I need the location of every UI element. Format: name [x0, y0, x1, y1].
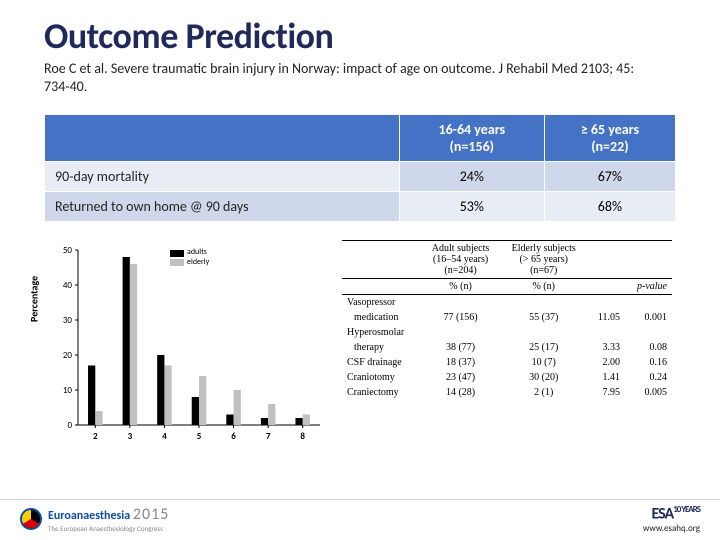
svg-text:5: 5 — [197, 431, 202, 442]
svg-text:4: 4 — [162, 431, 167, 442]
svg-text:30: 30 — [63, 315, 73, 326]
svg-text:10: 10 — [63, 385, 73, 396]
svg-text:0: 0 — [67, 420, 72, 431]
chart-ylabel: Percentage — [28, 276, 41, 322]
citation: Roe C et al. Severe traumatic brain inju… — [0, 58, 720, 96]
svg-text:6: 6 — [231, 431, 236, 442]
svg-text:40: 40 — [63, 280, 73, 291]
table-row: 90-day mortality24%67% — [45, 162, 676, 192]
outcome-table: 16-64 years(n=156) ≥ 65 years(n=22) 90-d… — [44, 114, 676, 222]
treatment-table: Adult subjects(16–54 years)(n=204) Elder… — [342, 240, 672, 400]
table-row: Returned to own home @ 90 days53%68% — [45, 192, 676, 222]
svg-text:20: 20 — [63, 350, 73, 361]
mini-col-adult: Adult subjects(16–54 years)(n=204) — [421, 241, 500, 279]
svg-text:8: 8 — [300, 431, 305, 442]
footer: Euroanaesthesia 2015 The European Anaest… — [0, 499, 720, 534]
table-col-2: ≥ 65 years(n=22) — [544, 115, 675, 162]
chart-legend: adultselderly — [170, 248, 209, 267]
table-col-1: 16-64 years(n=156) — [399, 115, 544, 162]
mini-col-elderly: Elderly subjects(> 65 years)(n=67) — [500, 241, 587, 279]
brand: Euroanaesthesia 2015 The European Anaest… — [48, 505, 169, 533]
svg-text:2: 2 — [93, 431, 98, 442]
table-stub — [45, 115, 400, 162]
svg-text:50: 50 — [63, 245, 73, 256]
flag-icon — [20, 508, 42, 530]
page-title: Outcome Prediction — [0, 0, 720, 58]
svg-text:7: 7 — [266, 431, 271, 442]
esa-logo: ESA10 YEARS www.esahq.org — [643, 504, 700, 534]
svg-text:3: 3 — [128, 431, 133, 442]
bar-chart: Percentage adultselderly 010203040502345… — [40, 240, 330, 450]
